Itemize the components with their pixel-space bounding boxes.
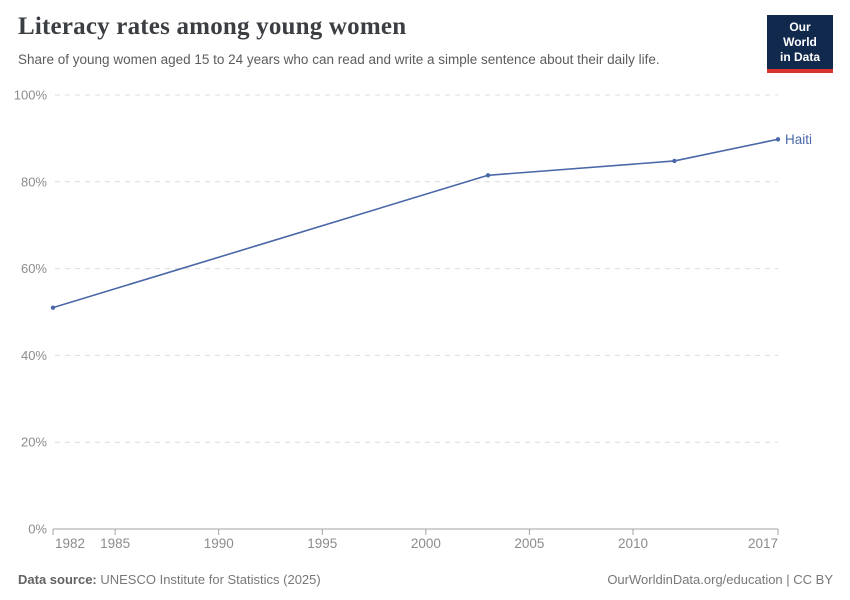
x-tick-label-1995: 1995 bbox=[307, 536, 337, 551]
x-tick-label-2000: 2000 bbox=[411, 536, 441, 551]
data-source: Data source: UNESCO Institute for Statis… bbox=[18, 572, 321, 587]
data-point-haiti-2003[interactable] bbox=[485, 173, 491, 178]
x-tick-label-2010: 2010 bbox=[618, 536, 648, 551]
x-tick-label-2005: 2005 bbox=[514, 536, 544, 551]
x-tick-label-1982: 1982 bbox=[55, 536, 85, 551]
data-source-label: Data source: bbox=[18, 572, 97, 587]
chart-header: Literacy rates among young women Share o… bbox=[18, 12, 833, 73]
x-tick-label-1990: 1990 bbox=[204, 536, 234, 551]
data-point-haiti-1982[interactable] bbox=[50, 305, 56, 310]
x-tick-label-1985: 1985 bbox=[100, 536, 130, 551]
chart-footer: Data source: UNESCO Institute for Statis… bbox=[18, 572, 833, 587]
entity-label-haiti[interactable]: Haiti bbox=[785, 132, 812, 147]
data-source-value: UNESCO Institute for Statistics (2025) bbox=[96, 572, 321, 587]
y-tick-label-20: 20% bbox=[21, 435, 47, 450]
y-tick-label-60: 60% bbox=[21, 261, 47, 276]
chart-titles: Literacy rates among young women Share o… bbox=[18, 12, 660, 69]
y-tick-label-80: 80% bbox=[21, 174, 47, 189]
page-title: Literacy rates among young women bbox=[18, 13, 407, 40]
y-tick-label-40: 40% bbox=[21, 348, 47, 363]
owid-logo-line2: in Data bbox=[779, 50, 820, 64]
data-point-haiti-2012[interactable] bbox=[672, 158, 677, 164]
chart-svg: 0% 20% 40% 60% 80% 100% 1982 1985 1990 1995 2000 20… bbox=[14, 88, 812, 552]
x-tick-label-2017: 2017 bbox=[748, 536, 778, 551]
page-subtitle: Share of young women aged 15 to 24 years… bbox=[18, 52, 660, 67]
owid-logo[interactable]: Our World in Data bbox=[767, 15, 833, 73]
series-line-haiti[interactable] bbox=[52, 138, 779, 309]
y-tick-label-100: 100% bbox=[14, 88, 48, 103]
y-tick-label-0: 0% bbox=[28, 522, 47, 537]
credit-link[interactable]: OurWorldinData.org/education | CC BY bbox=[607, 572, 833, 587]
data-point-haiti-2017[interactable] bbox=[775, 137, 781, 142]
owid-logo-line1: Our World bbox=[783, 20, 817, 49]
